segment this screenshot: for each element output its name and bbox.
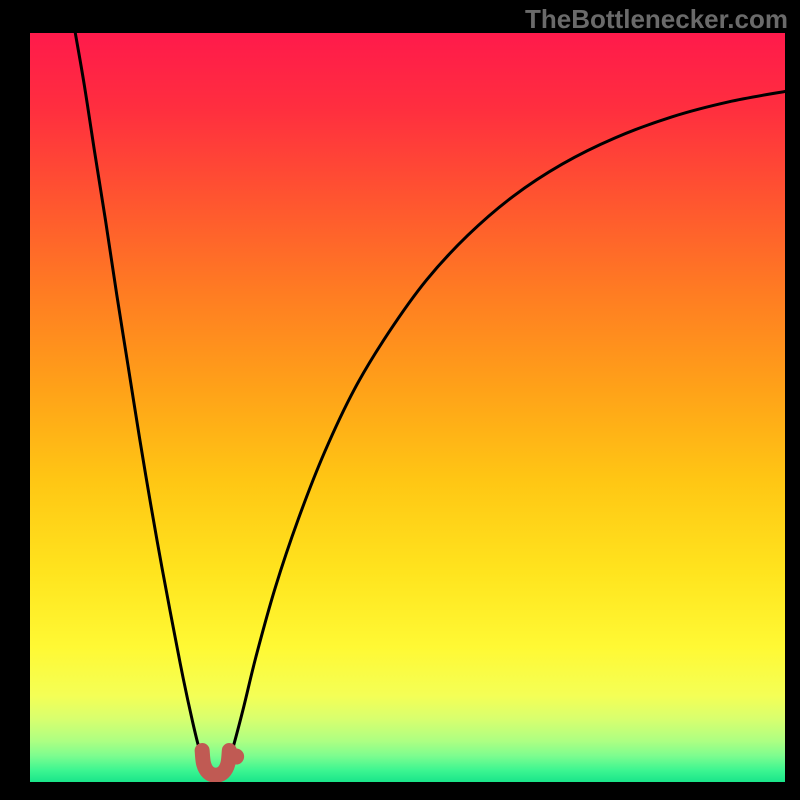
chart-svg <box>30 33 785 782</box>
gradient-background <box>30 33 785 782</box>
valley-extra-dot <box>228 749 244 765</box>
watermark-text: TheBottlenecker.com <box>525 4 788 35</box>
plot-area <box>30 33 785 782</box>
